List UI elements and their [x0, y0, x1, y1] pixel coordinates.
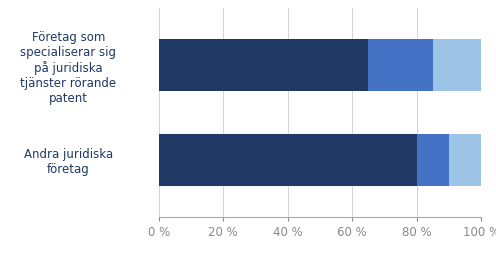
Bar: [159, 39, 368, 91]
Bar: [433, 39, 481, 91]
Bar: [159, 134, 417, 186]
Bar: [449, 134, 481, 186]
Bar: [368, 39, 433, 91]
Bar: [417, 134, 449, 186]
